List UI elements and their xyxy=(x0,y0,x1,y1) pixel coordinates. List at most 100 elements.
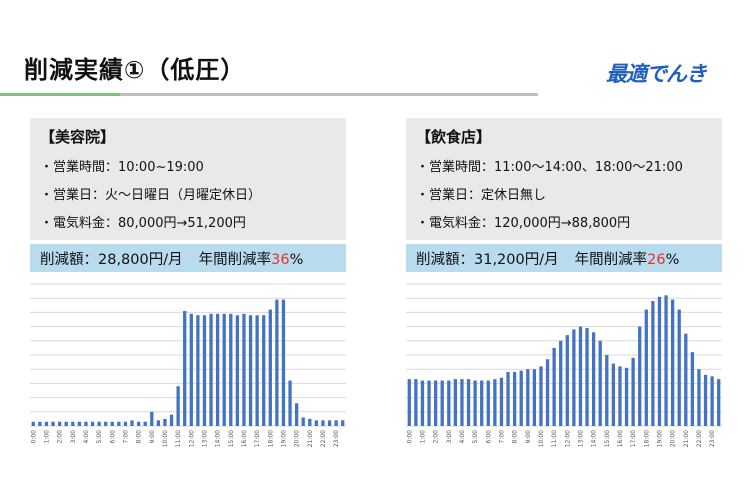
chart-bar xyxy=(670,299,675,426)
info-box-beauty-salon: 【美容院】 ・営業時間：10:00~19:00 ・営業日：火～日曜日（月曜定休日… xyxy=(30,118,346,240)
chart-bar xyxy=(117,421,121,426)
chart-bar xyxy=(512,372,517,426)
chart-restaurant: 0:00 1:00 2:00 3:00 4:00 5:00 6:00 7:00 8:00 9:00… xyxy=(406,283,722,447)
annual-rate-value: 26 xyxy=(647,252,666,268)
chart-bar xyxy=(578,326,583,426)
chart-bar xyxy=(196,315,200,426)
x-tick-label: 3:00 xyxy=(70,430,77,444)
chart-bar xyxy=(710,376,714,426)
brand-logo: 最適でんき xyxy=(606,62,707,86)
chart-bar xyxy=(110,421,114,426)
chart-bar xyxy=(169,414,174,426)
x-tick-label: 6:00 xyxy=(109,430,116,444)
chart-bar xyxy=(539,366,543,426)
x-tick-label: 2:00 xyxy=(57,430,64,444)
chart-bar xyxy=(433,380,438,426)
x-tick-label: 19:00 xyxy=(280,430,287,447)
chart-bar xyxy=(44,421,49,426)
info-line-cost: ・電気料金：80,000円→51,200円 xyxy=(40,216,246,231)
chart-bar xyxy=(453,379,458,426)
chart-bar xyxy=(690,352,695,426)
chart-bar xyxy=(38,421,42,426)
x-tick-label: 5:00 xyxy=(472,430,479,444)
chart-beauty-salon: 0:00 1:00 2:00 3:00 4:00 5:00 6:00 7:00 8:00 9:00… xyxy=(30,283,346,447)
chart-bar xyxy=(486,380,490,426)
annual-rate-label: 年間削減率 xyxy=(198,252,272,268)
x-tick-label: 9:00 xyxy=(525,430,532,444)
chart-bar xyxy=(657,296,662,426)
x-tick-label: 11:00 xyxy=(551,430,558,447)
chart-bar xyxy=(677,309,681,426)
chart-bar xyxy=(466,379,471,426)
x-tick-label: 18:00 xyxy=(267,430,274,447)
chart-bar xyxy=(176,386,180,426)
chart-bar xyxy=(51,421,55,426)
info-line-days: ・営業日：火～日曜日（月曜定休日） xyxy=(40,188,262,203)
chart-bar xyxy=(222,313,226,426)
chart-bar xyxy=(532,369,537,426)
chart-bar xyxy=(31,421,35,426)
chart-bar xyxy=(77,421,82,426)
chart-bar xyxy=(104,421,108,426)
chart-bar xyxy=(301,417,305,426)
x-tick-label: 15:00 xyxy=(604,430,611,447)
x-tick-label: 16:00 xyxy=(241,430,248,447)
x-tick-label: 11:00 xyxy=(175,430,182,447)
x-tick-label: 18:00 xyxy=(643,430,650,447)
chart-bar xyxy=(407,379,411,426)
x-tick-label: 3:00 xyxy=(446,430,453,444)
annual-rate-label: 年間削減率 xyxy=(574,252,648,268)
chart-bar xyxy=(644,309,648,426)
x-tick-label: 21:00 xyxy=(683,430,690,447)
x-tick-label: 8:00 xyxy=(512,430,519,444)
chart-bar xyxy=(163,418,167,426)
x-tick-label: 10:00 xyxy=(538,430,545,447)
chart-bar xyxy=(480,380,484,426)
info-box-restaurant: 【飲食店】 ・営業時間：11:00～14:00、18:00～21:00 ・営業日… xyxy=(406,118,722,240)
chart-bar xyxy=(334,420,338,426)
chart-bar xyxy=(611,363,616,426)
x-tick-label: 22:00 xyxy=(320,430,327,447)
info-heading: 【飲食店】 xyxy=(416,128,492,146)
x-tick-label: 2:00 xyxy=(433,430,440,444)
info-line-hours: ・営業時間：11:00～14:00、18:00～21:00 xyxy=(416,160,683,175)
annual-rate-value: 36 xyxy=(271,252,290,268)
chart-bar xyxy=(202,315,207,426)
chart-bar xyxy=(684,333,688,426)
chart-bar xyxy=(414,379,418,426)
chart-bar xyxy=(314,420,319,426)
chart-bar xyxy=(631,357,635,426)
chart-bar xyxy=(71,421,75,426)
chart-bar xyxy=(585,328,589,426)
x-tick-label: 14:00 xyxy=(591,430,598,447)
chart-bar xyxy=(294,403,299,426)
savings-band-restaurant: 削減額：31,200円/月 年間削減率26% xyxy=(406,244,722,272)
chart-bar xyxy=(136,421,141,426)
chart-bar xyxy=(499,377,504,426)
chart-bar xyxy=(150,411,154,426)
chart-bar xyxy=(183,310,187,426)
x-tick-label: 13:00 xyxy=(577,430,584,447)
chart-bar xyxy=(262,315,266,426)
x-tick-label: 23:00 xyxy=(333,430,340,447)
chart-bar xyxy=(506,372,510,426)
chart-bar xyxy=(605,355,609,426)
x-tick-label: 1:00 xyxy=(419,430,426,444)
chart-bar xyxy=(447,380,451,426)
chart-bar xyxy=(235,315,240,426)
chart-bar xyxy=(64,421,68,426)
x-tick-label: 12:00 xyxy=(564,430,571,447)
chart-bar xyxy=(572,329,576,426)
x-tick-label: 20:00 xyxy=(294,430,301,447)
chart-bar xyxy=(526,369,530,426)
x-tick-label: 8:00 xyxy=(136,430,143,444)
x-tick-label: 4:00 xyxy=(83,430,90,444)
x-tick-label: 7:00 xyxy=(498,430,505,444)
x-tick-label: 0:00 xyxy=(406,430,413,444)
chart-bar xyxy=(341,420,345,426)
x-tick-label: 12:00 xyxy=(188,430,195,447)
chart-bar xyxy=(242,313,246,426)
chart-bar xyxy=(565,335,569,426)
chart-bar xyxy=(545,359,550,426)
chart-bar xyxy=(84,421,88,426)
